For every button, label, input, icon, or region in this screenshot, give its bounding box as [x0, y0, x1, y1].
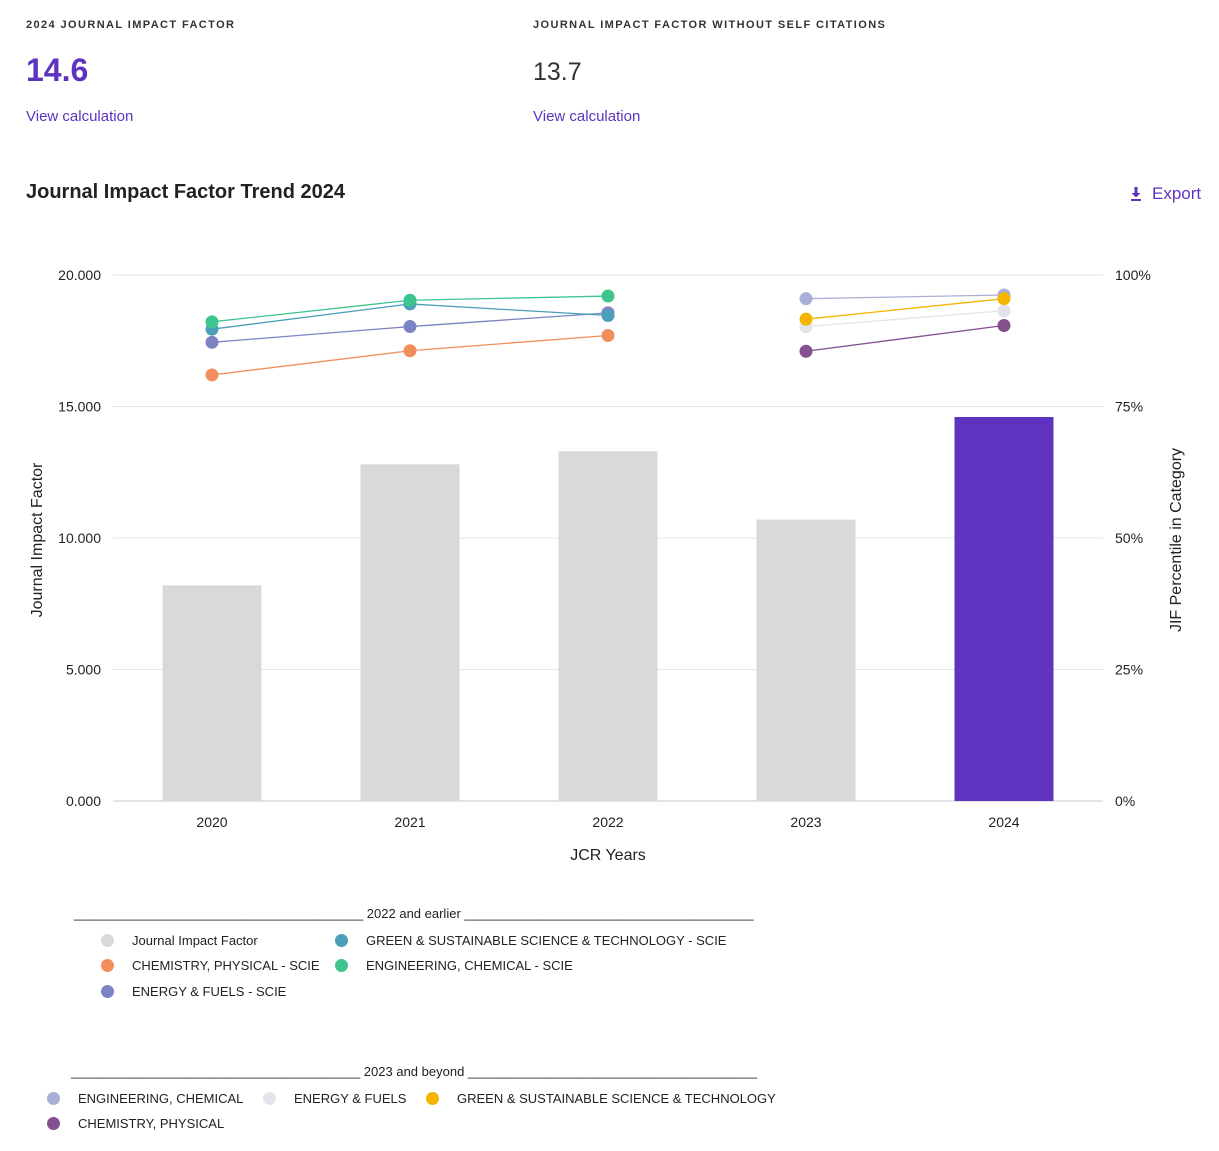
download-icon: [1130, 187, 1142, 201]
series-line-segment: [806, 311, 1004, 327]
legend-item-eng-chem[interactable]: ENGINEERING, CHEMICAL: [47, 1091, 243, 1106]
legend-dot-energy: [263, 1092, 276, 1105]
series-point: [800, 313, 813, 326]
series-line-segment: [806, 299, 1004, 320]
bar-2024: [955, 417, 1054, 801]
legend-dot-green-scie: [335, 934, 348, 947]
chart-bars: [163, 417, 1054, 801]
series-point: [998, 304, 1011, 317]
series-point: [602, 329, 615, 342]
jif-no-self-view-calculation-link[interactable]: View calculation: [533, 108, 640, 125]
legend-label-green: GREEN & SUSTAINABLE SCIENCE & TECHNOLOGY: [457, 1091, 776, 1106]
series-point: [206, 368, 219, 381]
legend-group-2023-title: ________________________________________…: [71, 1064, 757, 1079]
series-line-segment: [212, 304, 410, 329]
series-point: [404, 320, 417, 333]
export-label: Export: [1152, 184, 1201, 204]
legend-item-chem-phys-scie[interactable]: CHEMISTRY, PHYSICAL - SCIE: [101, 958, 320, 973]
jif-no-self-value: 13.7: [533, 58, 582, 87]
y-tick-label: 10.000: [58, 530, 101, 546]
legend-item-eng-chem-scie[interactable]: ENGINEERING, CHEMICAL - SCIE: [335, 958, 573, 973]
series-point: [800, 345, 813, 358]
x-tick-label: 2021: [394, 814, 425, 830]
legend-label-energy: ENERGY & FUELS: [294, 1091, 406, 1106]
legend-dot-eng-chem: [47, 1092, 60, 1105]
jif-value: 14.6: [26, 52, 88, 89]
x-tick-label: 2020: [196, 814, 227, 830]
jif-view-calculation-link[interactable]: View calculation: [26, 108, 133, 125]
x-axis-title: JCR Years: [570, 847, 646, 864]
series-point: [800, 292, 813, 305]
x-tick-label: 2024: [988, 814, 1019, 830]
bar-2023: [757, 520, 856, 801]
legend-label-energy-scie: ENERGY & FUELS - SCIE: [132, 984, 286, 999]
series-point: [602, 309, 615, 322]
y-tick-label: 0.000: [66, 793, 101, 809]
y-tick-label: 20.000: [58, 267, 101, 283]
legend-dot-chem-phys: [47, 1117, 60, 1130]
y2-tick-label: 75%: [1115, 399, 1143, 415]
legend-label-eng-chem: ENGINEERING, CHEMICAL: [78, 1091, 243, 1106]
chart-percentile-lines: [206, 288, 1011, 381]
y2-axis-title: JIF Percentile in Category: [1168, 448, 1185, 632]
series-line-segment: [212, 300, 410, 322]
y2-tick-label: 100%: [1115, 267, 1151, 283]
x-tick-label: 2022: [592, 814, 623, 830]
y2-tick-label: 50%: [1115, 530, 1143, 546]
legend-label-chem-phys: CHEMISTRY, PHYSICAL: [78, 1116, 224, 1131]
legend-dot-jif: [101, 934, 114, 947]
y-tick-label: 15.000: [58, 399, 101, 415]
series-point: [602, 290, 615, 303]
y-axis-title: Journal Impact Factor: [29, 462, 46, 617]
series-point: [998, 292, 1011, 305]
export-button[interactable]: Export: [1130, 184, 1201, 204]
jif-no-self-label: JOURNAL IMPACT FACTOR WITHOUT SELF CITAT…: [533, 19, 886, 31]
legend-item-green-scie[interactable]: GREEN & SUSTAINABLE SCIENCE & TECHNOLOGY…: [335, 933, 726, 948]
y-tick-label: 5.000: [66, 662, 101, 678]
series-line-segment: [806, 325, 1004, 351]
series-point: [998, 319, 1011, 332]
legend-item-energy[interactable]: ENERGY & FUELS: [263, 1091, 406, 1106]
legend-item-energy-scie[interactable]: ENERGY & FUELS - SCIE: [101, 984, 286, 999]
bar-2022: [559, 451, 658, 801]
bar-2020: [163, 585, 262, 801]
legend-label-jif: Journal Impact Factor: [132, 933, 258, 948]
legend-label-eng-chem-scie: ENGINEERING, CHEMICAL - SCIE: [366, 958, 573, 973]
series-line-segment: [212, 351, 410, 375]
series-line-segment: [410, 313, 608, 327]
legend-label-chem-phys-scie: CHEMISTRY, PHYSICAL - SCIE: [132, 958, 320, 973]
legend-item-chem-phys[interactable]: CHEMISTRY, PHYSICAL: [47, 1116, 224, 1131]
series-point: [404, 294, 417, 307]
legend-item-jif[interactable]: Journal Impact Factor: [101, 933, 258, 948]
legend-dot-green: [426, 1092, 439, 1105]
legend-group-2022-title: ________________________________________…: [74, 906, 754, 921]
series-point: [206, 315, 219, 328]
jif-label: 2024 JOURNAL IMPACT FACTOR: [26, 19, 235, 31]
legend-item-green[interactable]: GREEN & SUSTAINABLE SCIENCE & TECHNOLOGY: [426, 1091, 776, 1106]
series-line-segment: [410, 304, 608, 316]
y2-tick-label: 25%: [1115, 662, 1143, 678]
series-point: [404, 344, 417, 357]
bar-2021: [361, 464, 460, 801]
legend-label-green-scie: GREEN & SUSTAINABLE SCIENCE & TECHNOLOGY…: [366, 933, 726, 948]
series-point: [206, 336, 219, 349]
legend-dot-chem-phys-scie: [101, 959, 114, 972]
x-tick-label: 2023: [790, 814, 821, 830]
series-line-segment: [806, 295, 1004, 299]
legend-dot-energy-scie: [101, 985, 114, 998]
series-line-segment: [410, 335, 608, 350]
series-line-segment: [212, 327, 410, 343]
series-line-segment: [410, 296, 608, 300]
legend-dot-eng-chem-scie: [335, 959, 348, 972]
jif-trend-chart: JCR Years Journal Impact Factor JIF Perc…: [0, 230, 1219, 880]
chart-section-title: Journal Impact Factor Trend 2024: [26, 181, 345, 204]
y2-tick-label: 0%: [1115, 793, 1135, 809]
